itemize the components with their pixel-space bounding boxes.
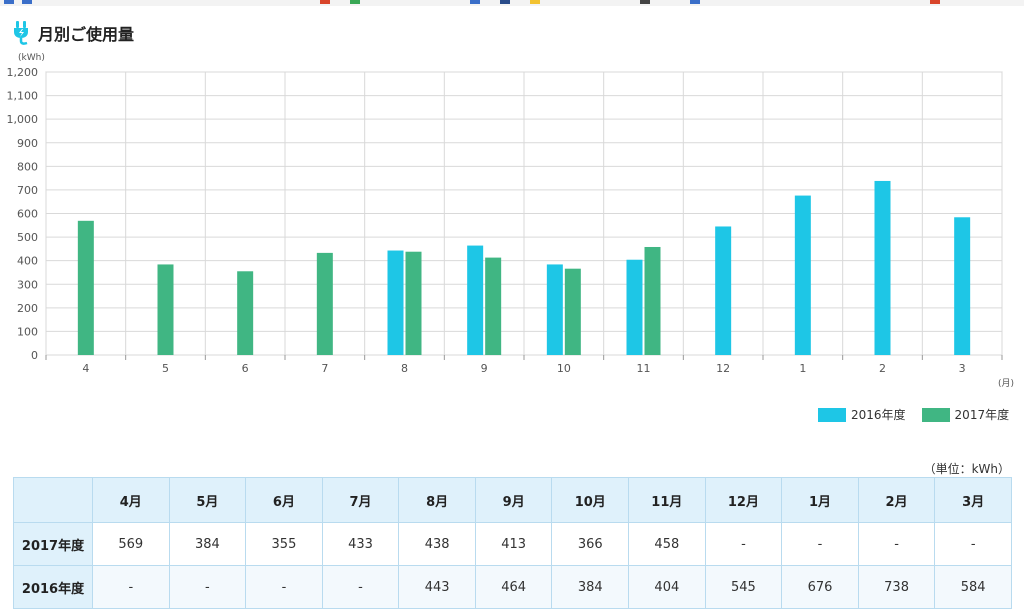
table-cell: 438	[398, 522, 476, 566]
table-cell: 384	[168, 522, 247, 566]
y-tick-label: 200	[17, 302, 38, 315]
month-header: 6月	[245, 477, 323, 523]
bar-2016	[546, 264, 563, 355]
x-tick-label: 9	[481, 362, 488, 375]
legend-label-2017: 2017年度	[954, 408, 1010, 422]
month-header: 5月	[168, 477, 247, 523]
table-cell: -	[781, 522, 859, 566]
month-header: 8月	[398, 477, 476, 523]
bar-2017	[485, 257, 502, 355]
legend-swatch-2017	[921, 407, 950, 422]
y-tick-label: 800	[17, 160, 38, 173]
table-cell: 545	[704, 565, 783, 609]
month-header: 10月	[551, 477, 630, 523]
y-tick-label: 1,200	[7, 66, 39, 79]
bar-2017	[405, 251, 422, 355]
month-header: 9月	[474, 477, 553, 523]
table-cell: 355	[245, 522, 323, 566]
table-cell: -	[168, 565, 247, 609]
y-tick-label: 300	[17, 278, 38, 291]
table-cell: 404	[628, 565, 706, 609]
table-corner	[13, 477, 93, 523]
x-tick-label: 7	[321, 362, 328, 375]
legend-swatch-2016	[818, 407, 846, 422]
y-tick-label: 700	[17, 184, 38, 197]
legend-item-2016[interactable]: 2016年度	[818, 406, 916, 423]
page-title: 月別ご使用量	[38, 25, 135, 44]
month-header: 4月	[92, 477, 170, 523]
table-cell: -	[857, 522, 936, 566]
bar-2017	[644, 246, 661, 355]
legend-label-2016: 2016年度	[851, 408, 906, 422]
table-header-row: 4月 5月 6月 7月 8月 9月 10月 11月 12月 1月 2月 3月	[13, 477, 1012, 523]
y-tick-label: 100	[17, 325, 38, 338]
table-cell: 413	[474, 522, 553, 566]
y-tick-label: 1,100	[7, 90, 39, 103]
x-tick-label: 3	[959, 362, 966, 375]
row-label-2016: 2016年度	[13, 565, 93, 609]
unit-note: （単位：kWh）	[923, 462, 1010, 476]
table-cell: 738	[857, 565, 936, 609]
table-cell: 584	[934, 565, 1012, 609]
bar-2017	[77, 220, 94, 355]
table-cell: -	[934, 522, 1012, 566]
bar-2017	[316, 252, 333, 355]
bar-2016	[467, 245, 484, 355]
x-tick-label: 6	[242, 362, 249, 375]
month-header: 2月	[857, 477, 936, 523]
x-tick-label: 8	[401, 362, 408, 375]
x-tick-label: 2	[879, 362, 886, 375]
bar-2017	[157, 264, 174, 355]
table-cell: 433	[321, 522, 400, 566]
month-header: 11月	[628, 477, 706, 523]
table-cell: 384	[551, 565, 630, 609]
table-cell: -	[245, 565, 323, 609]
bar-2017	[237, 271, 254, 355]
plug-icon	[14, 21, 28, 45]
browser-bookmark-strip	[0, 0, 1024, 6]
table-cell: 569	[92, 522, 170, 566]
bar-2016	[626, 259, 643, 355]
x-tick-label: 12	[716, 362, 730, 375]
chart-legend: 2016年度 2017年度	[812, 406, 1019, 423]
month-header: 3月	[934, 477, 1012, 523]
table-cell: -	[92, 565, 170, 609]
x-tick-label: 1	[799, 362, 806, 375]
x-tick-label: 4	[82, 362, 89, 375]
y-tick-label: 0	[31, 349, 38, 362]
y-tick-label: 900	[17, 137, 38, 150]
month-header: 12月	[704, 477, 783, 523]
y-axis-label: (kWh)	[18, 53, 45, 63]
bar-2016	[954, 217, 971, 355]
table-cell: -	[321, 565, 400, 609]
bar-2016	[874, 180, 891, 355]
bar-2016	[715, 226, 732, 355]
table-row: 2017年度 569 384 355 433 438 413 366 458 -…	[13, 522, 1012, 566]
y-tick-label: 600	[17, 208, 38, 221]
month-header: 7月	[321, 477, 400, 523]
bar-2017	[564, 268, 581, 355]
x-tick-label: 11	[637, 362, 651, 375]
x-tick-label: 10	[557, 362, 571, 375]
table-cell: 676	[781, 565, 859, 609]
page-header: 月別ご使用量	[12, 18, 134, 48]
usage-table: 4月 5月 6月 7月 8月 9月 10月 11月 12月 1月 2月 3月 2…	[13, 477, 1012, 609]
x-axis-label: (月)	[998, 378, 1014, 389]
table-cell: 458	[628, 522, 706, 566]
y-tick-label: 1,000	[7, 113, 39, 126]
legend-item-2017[interactable]: 2017年度	[921, 406, 1020, 423]
y-tick-label: 400	[17, 255, 38, 268]
x-tick-label: 5	[162, 362, 169, 375]
month-header: 1月	[781, 477, 859, 523]
bar-2016	[794, 195, 811, 355]
table-row: 2016年度 - - - - 443 464 384 404 545 676 7…	[13, 565, 1012, 609]
bar-2016	[387, 250, 404, 355]
table-cell: -	[704, 522, 783, 566]
row-label-2017: 2017年度	[13, 522, 93, 566]
monthly-usage-chart: 0 100 200 300 400 500 600 700 800 900 1,000 1,100 1,…	[7, 53, 1015, 389]
table-cell: 464	[474, 565, 553, 609]
y-tick-label: 500	[17, 231, 38, 244]
table-cell: 366	[551, 522, 630, 566]
table-cell: 443	[398, 565, 476, 609]
